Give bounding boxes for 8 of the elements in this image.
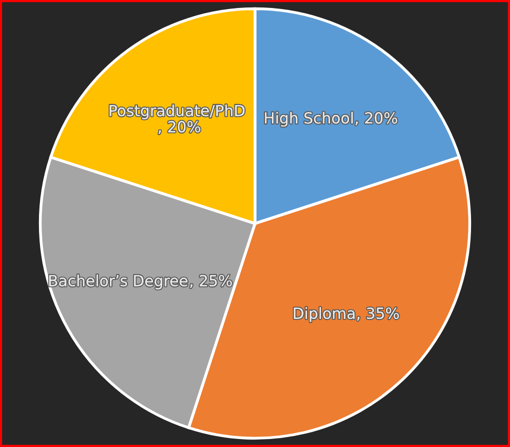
slice-label: Bachelor’s Degree: [49, 274, 188, 290]
data-label: , 20%: [158, 120, 200, 134]
slice-label: High School: [264, 112, 353, 127]
slice-label: Diploma: [294, 307, 355, 322]
slice-label: Postgraduate/PhD: [110, 104, 245, 120]
data-label: , 35%: [357, 307, 399, 321]
data-label: , 20%: [356, 112, 398, 126]
data-label: , 25%: [190, 274, 232, 288]
